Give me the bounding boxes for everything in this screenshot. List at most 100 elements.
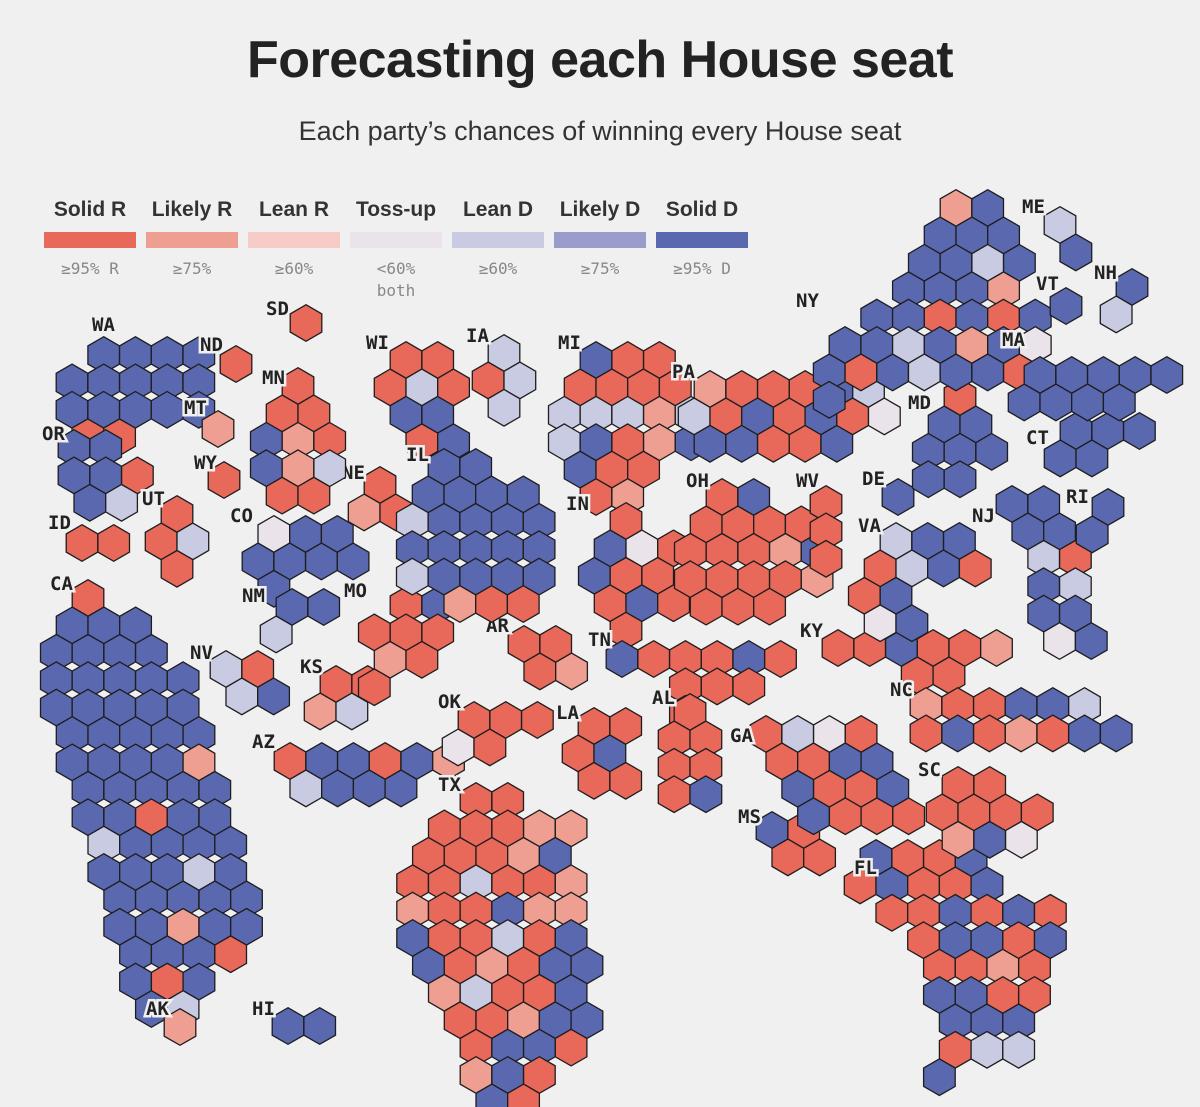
district-hex[interactable] bbox=[922, 1058, 956, 1097]
page-subtitle: Each party’s chances of winning every Ho… bbox=[298, 116, 902, 146]
district-hex[interactable] bbox=[809, 539, 843, 578]
district-hex[interactable] bbox=[219, 344, 253, 384]
state-va: VA bbox=[847, 513, 992, 643]
district-hex[interactable] bbox=[657, 775, 691, 814]
district-hex[interactable] bbox=[821, 628, 855, 668]
state-label: NV bbox=[190, 642, 213, 664]
state-label: MO bbox=[344, 580, 367, 602]
district-hex[interactable] bbox=[1099, 295, 1133, 334]
district-hex[interactable] bbox=[1004, 820, 1038, 859]
district-hex[interactable] bbox=[764, 639, 797, 679]
district-hex[interactable] bbox=[911, 460, 945, 499]
state-id: ID bbox=[46, 510, 131, 563]
district-hex[interactable] bbox=[943, 460, 977, 499]
district-hex[interactable] bbox=[105, 483, 139, 522]
district-hex[interactable] bbox=[307, 587, 341, 627]
district-hex[interactable] bbox=[214, 935, 248, 974]
state-ny: NY bbox=[794, 188, 1052, 419]
district-hex[interactable] bbox=[1036, 714, 1070, 753]
district-hex[interactable] bbox=[875, 893, 909, 932]
district-hex[interactable] bbox=[1004, 714, 1038, 753]
district-hex[interactable] bbox=[555, 652, 589, 691]
district-hex[interactable] bbox=[895, 604, 929, 643]
state-sc: SC bbox=[916, 757, 1054, 859]
district-hex[interactable] bbox=[941, 714, 975, 753]
district-hex[interactable] bbox=[881, 477, 915, 517]
district-hex[interactable] bbox=[289, 303, 323, 343]
district-hex[interactable] bbox=[1150, 355, 1184, 395]
district-hex[interactable] bbox=[689, 775, 723, 814]
district-hex[interactable] bbox=[160, 549, 194, 588]
district-hex[interactable] bbox=[605, 639, 639, 679]
district-hex[interactable] bbox=[892, 797, 926, 836]
district-hex[interactable] bbox=[259, 615, 293, 654]
district-hex[interactable] bbox=[867, 397, 901, 436]
district-hex[interactable] bbox=[271, 1006, 305, 1046]
district-hex[interactable] bbox=[163, 1007, 197, 1047]
district-hex[interactable] bbox=[507, 1083, 541, 1107]
district-hex[interactable] bbox=[1074, 621, 1108, 661]
district-hex[interactable] bbox=[487, 388, 521, 427]
district-hex[interactable] bbox=[975, 432, 1009, 471]
state-label: RI bbox=[1066, 486, 1089, 508]
state-ok: OK bbox=[436, 689, 554, 767]
district-hex[interactable] bbox=[1068, 714, 1101, 753]
district-hex[interactable] bbox=[1099, 714, 1133, 753]
district-hex[interactable] bbox=[732, 667, 766, 706]
district-hex[interactable] bbox=[1002, 1030, 1036, 1069]
district-hex[interactable] bbox=[150, 390, 184, 429]
legend-note: ≥60% bbox=[478, 259, 518, 278]
district-hex[interactable] bbox=[357, 668, 391, 707]
legend-label: Lean D bbox=[462, 198, 533, 221]
district-hex[interactable] bbox=[1102, 383, 1136, 422]
district-hex[interactable] bbox=[700, 667, 734, 706]
district-hex[interactable] bbox=[201, 409, 235, 449]
state-label: MN bbox=[262, 367, 285, 389]
district-hex[interactable] bbox=[405, 640, 439, 679]
district-hex[interactable] bbox=[609, 761, 643, 800]
state-oh: OH bbox=[673, 468, 834, 626]
district-hex[interactable] bbox=[257, 677, 291, 716]
legend-label: Likely R bbox=[151, 198, 233, 221]
state-label: VT bbox=[1036, 273, 1059, 295]
district-hex[interactable] bbox=[958, 549, 992, 588]
district-hex[interactable] bbox=[1049, 286, 1083, 326]
district-hex[interactable] bbox=[473, 728, 507, 767]
state-ca: CA bbox=[39, 571, 263, 1029]
state-label: LA bbox=[556, 702, 579, 724]
district-hex[interactable] bbox=[980, 628, 1013, 668]
district-hex[interactable] bbox=[803, 838, 837, 877]
district-hex[interactable] bbox=[336, 542, 370, 581]
legend-note: ≥60% bbox=[274, 259, 314, 278]
district-hex[interactable] bbox=[506, 584, 540, 624]
district-hex[interactable] bbox=[1075, 515, 1109, 554]
district-hex[interactable] bbox=[297, 476, 331, 515]
district-hex[interactable] bbox=[520, 700, 554, 740]
state-wy: WY bbox=[192, 450, 241, 500]
district-hex[interactable] bbox=[303, 1006, 337, 1046]
district-hex[interactable] bbox=[753, 587, 787, 626]
district-hex[interactable] bbox=[384, 769, 418, 808]
state-nh: NH bbox=[1092, 260, 1149, 334]
district-hex[interactable] bbox=[909, 714, 943, 753]
district-hex[interactable] bbox=[820, 424, 854, 463]
district-hex[interactable] bbox=[554, 1028, 588, 1067]
state-label: SC bbox=[918, 759, 941, 781]
district-hex[interactable] bbox=[207, 460, 241, 500]
state-label: TX bbox=[438, 774, 461, 796]
legend-item-lean-d: Lean D ≥60% bbox=[452, 198, 544, 280]
state-wa: WA bbox=[55, 312, 216, 457]
state-az: AZ bbox=[250, 729, 465, 808]
district-hex[interactable] bbox=[1075, 439, 1109, 478]
district-hex[interactable] bbox=[65, 523, 99, 563]
district-hex[interactable] bbox=[972, 714, 1006, 753]
district-hex[interactable] bbox=[1122, 411, 1156, 451]
district-hex[interactable] bbox=[970, 1030, 1004, 1069]
district-hex[interactable] bbox=[97, 523, 131, 563]
state-label: FL bbox=[854, 857, 877, 879]
state-il: IL bbox=[395, 442, 556, 624]
district-hex[interactable] bbox=[637, 639, 671, 679]
state-ct: CT bbox=[1024, 411, 1156, 478]
district-hex[interactable] bbox=[1059, 233, 1093, 272]
district-hex[interactable] bbox=[812, 380, 846, 419]
